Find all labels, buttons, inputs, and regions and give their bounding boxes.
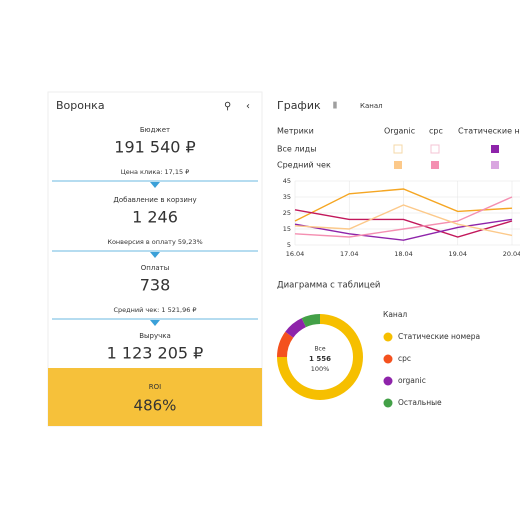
channel-button[interactable]: Канал <box>360 102 383 110</box>
stage-note: Конверсия в оплату 59,23% <box>107 238 202 246</box>
roi-value: 486% <box>134 397 177 415</box>
legend-label: organic <box>398 376 426 385</box>
pie-center-share: 100% <box>311 365 330 373</box>
stage-value: 738 <box>140 276 171 295</box>
metrics-row: Все лиды <box>277 145 317 154</box>
metrics-header: Метрики <box>277 127 314 136</box>
stage-label: Оплаты <box>141 264 169 272</box>
stage-label: Выручка <box>139 332 171 340</box>
pie-title: Диаграмма с таблицей <box>277 281 380 291</box>
checkbox[interactable] <box>430 144 440 154</box>
metrics-column: Статические номера <box>458 127 520 136</box>
pie-center-total: 1 556 <box>309 355 331 363</box>
x-tick-label: 18.04 <box>394 250 413 258</box>
legend-dot <box>383 354 393 364</box>
legend-title: Канал <box>383 310 407 319</box>
roi-label: ROI <box>149 383 161 391</box>
filter-icon[interactable]: ⚲ <box>224 101 231 112</box>
legend-dot <box>383 332 393 342</box>
series-line <box>294 209 513 238</box>
stage-value: 1 123 205 ₽ <box>107 344 204 363</box>
y-tick-label: 15 <box>283 225 291 233</box>
legend-label: Статические номера <box>398 332 480 341</box>
stage-note: Цена клика: 17,15 ₽ <box>121 168 190 176</box>
series-line <box>294 196 513 238</box>
stage-value: 191 540 ₽ <box>114 138 195 157</box>
x-tick-label: 19.04 <box>448 250 467 258</box>
stage-label: Добавление в корзину <box>113 196 196 204</box>
checkbox[interactable] <box>491 145 499 153</box>
checkbox[interactable] <box>393 144 403 154</box>
y-tick-label: 25 <box>283 209 291 217</box>
x-tick-label: 17.04 <box>340 250 359 258</box>
stage-label: Бюджет <box>140 126 170 134</box>
stage-arrow <box>150 252 160 258</box>
graph-title: График <box>277 99 321 112</box>
pie-center-label: Все <box>314 346 325 353</box>
y-tick-label: 5 <box>287 241 291 249</box>
checkbox[interactable] <box>394 161 402 169</box>
y-tick-label: 35 <box>283 193 291 201</box>
metrics-row: Средний чек <box>277 161 331 170</box>
stage-arrow <box>150 320 160 326</box>
x-tick-label: 16.04 <box>286 250 305 258</box>
legend-dot <box>383 376 393 386</box>
metrics-column: Organic <box>384 127 415 136</box>
pie-slice <box>277 331 294 357</box>
series-line <box>294 204 513 237</box>
legend-label: cpc <box>398 354 411 363</box>
roi-box <box>48 368 262 426</box>
funnel-title: Воронка <box>56 99 105 112</box>
stage-arrow <box>150 182 160 188</box>
y-tick-label: 45 <box>283 177 291 185</box>
stage-value: 1 246 <box>132 208 178 227</box>
checkbox[interactable] <box>491 161 499 169</box>
legend-label: Остальные <box>398 398 442 407</box>
checkbox[interactable] <box>431 161 439 169</box>
columns-icon[interactable]: ⦀ <box>333 102 337 112</box>
pie-slice <box>301 314 320 328</box>
series-line <box>294 188 513 222</box>
legend-dot <box>383 398 393 408</box>
collapse-icon[interactable]: ‹ <box>246 101 250 112</box>
pie-slice <box>285 318 306 338</box>
metrics-column: cpc <box>429 127 443 136</box>
stage-note: Средний чек: 1 521,96 ₽ <box>113 306 196 314</box>
series-line <box>294 218 513 241</box>
x-tick-label: 20.04 <box>503 250 520 258</box>
